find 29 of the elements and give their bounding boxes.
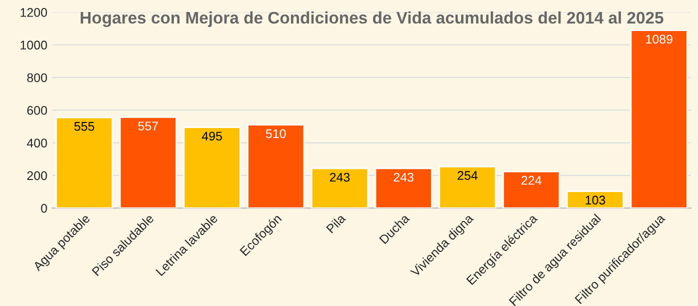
bar bbox=[566, 190, 624, 208]
data-label: 243 bbox=[394, 172, 414, 182]
y-tick-label: 0 bbox=[41, 204, 47, 213]
bar bbox=[630, 30, 688, 208]
data-label: 510 bbox=[266, 129, 286, 138]
bar bbox=[247, 124, 305, 208]
data-label: 557 bbox=[138, 122, 158, 130]
bar bbox=[374, 168, 432, 208]
bar bbox=[119, 116, 177, 208]
bar bbox=[310, 168, 369, 208]
data-label: 224 bbox=[522, 176, 542, 185]
y-tick-label: 600 bbox=[27, 106, 47, 115]
data-label: 1089 bbox=[646, 34, 672, 44]
data-label: 254 bbox=[458, 171, 478, 180]
data-label: 243 bbox=[330, 172, 350, 182]
data-label: 555 bbox=[74, 122, 94, 131]
y-tick-label: 1000 bbox=[20, 40, 48, 50]
y-tick-label: 800 bbox=[27, 73, 47, 82]
data-label: 103 bbox=[586, 196, 606, 205]
y-tick-label: 400 bbox=[26, 138, 47, 148]
bar bbox=[502, 170, 560, 208]
bar bbox=[183, 126, 241, 208]
data-label: 495 bbox=[202, 132, 222, 141]
bar bbox=[55, 116, 114, 208]
y-tick-label: 1200 bbox=[20, 8, 48, 17]
chart-title: Hogares con Mejora de Condiciones de Vida acumulados del 2014 al 2025 bbox=[80, 11, 664, 28]
y-tick-label: 200 bbox=[27, 171, 47, 180]
x-tick-label: Pila bbox=[326, 212, 346, 234]
bar bbox=[438, 166, 496, 208]
